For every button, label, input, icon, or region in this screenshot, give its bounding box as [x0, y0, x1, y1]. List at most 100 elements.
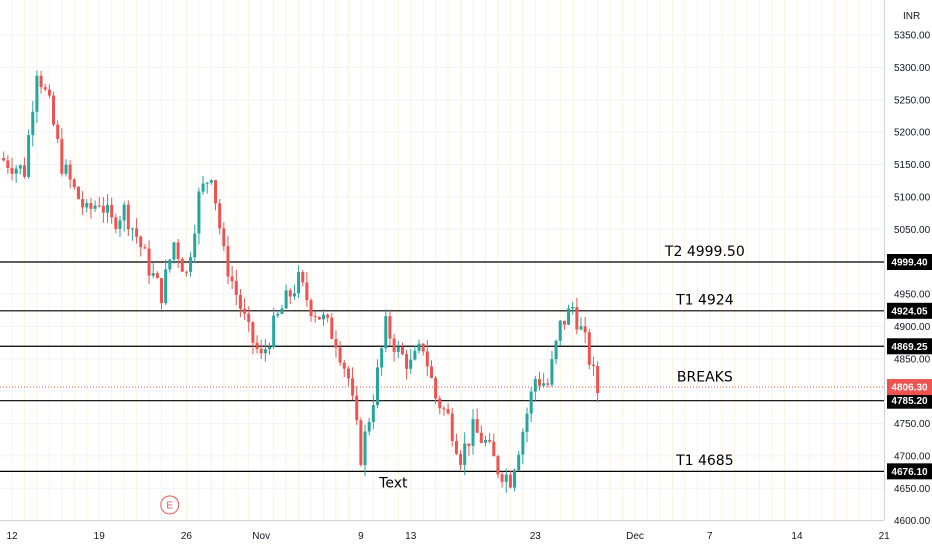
level-price-tag — [887, 463, 932, 480]
candle-body — [31, 111, 35, 136]
candle-body — [504, 474, 508, 482]
candle-body — [438, 398, 442, 409]
time-tick-label: 12 — [6, 531, 18, 542]
annotation-text: T1 4924 — [675, 292, 734, 308]
candle-body — [529, 391, 533, 414]
candle-body — [338, 347, 342, 363]
candle-body — [22, 165, 26, 177]
price-axis[interactable]: 5350.00 5300.00 5250.00 5200.00 5150.00 5100.… — [884, 0, 931, 527]
price-tick-label: 5200.00 — [894, 128, 931, 139]
time-tick-label: Nov — [252, 531, 270, 542]
last-price-label: 4806.30 — [891, 383, 928, 394]
candle-body — [313, 316, 317, 318]
candle-body — [537, 378, 541, 386]
time-tick-label: 26 — [181, 531, 193, 542]
level-price-label: 4785.20 — [891, 396, 928, 407]
candle-body — [97, 205, 101, 207]
candle-body — [330, 317, 334, 339]
candle-body — [421, 343, 425, 352]
candle-body — [259, 348, 263, 354]
candle-body — [68, 164, 72, 180]
candle-body — [247, 313, 251, 323]
level-price-label: 4924.05 — [891, 306, 928, 317]
candle-body — [301, 272, 305, 283]
price-tick-label: 5300.00 — [894, 63, 931, 74]
price-tick-label: 4650.00 — [894, 484, 931, 495]
candle-body — [492, 441, 496, 457]
price-tick-label: 4700.00 — [894, 451, 931, 462]
candle-body — [81, 199, 85, 208]
candle-body — [147, 248, 151, 276]
candle-body — [114, 217, 118, 229]
candle-body — [251, 322, 255, 343]
candle-body — [160, 278, 164, 304]
price-tick-label: 5150.00 — [894, 160, 931, 171]
horizontal-levels — [0, 261, 884, 472]
annotation-text: T1 4685 — [675, 453, 734, 469]
candle-body — [575, 307, 579, 330]
currency-label: INR — [903, 11, 920, 22]
candle-body — [591, 364, 595, 366]
candle-body — [6, 160, 10, 168]
candle-body — [101, 205, 105, 213]
candle-body — [230, 276, 234, 282]
candle-body — [500, 474, 504, 482]
candle-body — [168, 259, 172, 270]
candle-body — [488, 440, 492, 442]
candle-body — [209, 180, 213, 183]
candle-body — [89, 203, 93, 209]
candle-body — [396, 346, 400, 352]
candle-body — [413, 350, 417, 360]
candle-body — [205, 182, 209, 184]
candle-body — [550, 359, 554, 385]
candle-body — [60, 139, 64, 174]
time-tick-label: 13 — [405, 531, 417, 542]
candle-body — [122, 204, 126, 221]
candle-body — [226, 246, 230, 277]
candle-body — [351, 378, 355, 396]
annotation-text: T2 4999.50 — [664, 244, 745, 260]
candle-body — [176, 242, 180, 259]
candle-body — [596, 365, 600, 394]
candle-body — [189, 257, 193, 272]
candle-body — [214, 180, 218, 204]
candle-body — [218, 203, 222, 229]
candle-body — [583, 326, 587, 333]
candle-body — [392, 338, 396, 352]
price-tick-label: 4750.00 — [894, 419, 931, 430]
candle-body — [467, 443, 471, 446]
candle-body — [151, 273, 155, 276]
candle-body — [475, 419, 479, 433]
candles — [2, 70, 600, 493]
candle-body — [463, 443, 467, 465]
time-tick-label: 14 — [791, 531, 803, 542]
candle-body — [562, 320, 566, 325]
event-marker-icon[interactable] — [160, 495, 180, 515]
candle-body — [201, 183, 205, 192]
candle-body — [554, 340, 558, 360]
candle-body — [342, 362, 346, 369]
level-price-label: 4869.25 — [891, 342, 928, 353]
time-tick-label: 9 — [358, 531, 364, 542]
candle-body — [346, 368, 350, 379]
candle-body — [243, 308, 247, 314]
candle-body — [268, 347, 272, 350]
candle-body — [363, 431, 367, 465]
time-tick-label: 21 — [879, 531, 891, 542]
level-price-label: 4999.40 — [891, 258, 928, 269]
candle-body — [10, 167, 14, 174]
candle-body — [409, 359, 413, 369]
level-price-tag — [887, 338, 932, 355]
candle-body — [143, 247, 147, 249]
candle-body — [35, 75, 39, 112]
candle-body — [2, 158, 6, 161]
candle-body — [587, 332, 591, 365]
candle-body — [284, 290, 288, 309]
candle-body — [56, 124, 60, 140]
time-axis[interactable]: 12 19 26 Nov 9 13 23 Dec 7 14 21 — [0, 520, 891, 543]
time-tick-label: Dec — [626, 531, 644, 542]
candle-body — [322, 314, 325, 320]
time-tick-label: 19 — [94, 531, 106, 542]
level-price-tag — [887, 254, 932, 271]
candle-body — [64, 164, 68, 174]
